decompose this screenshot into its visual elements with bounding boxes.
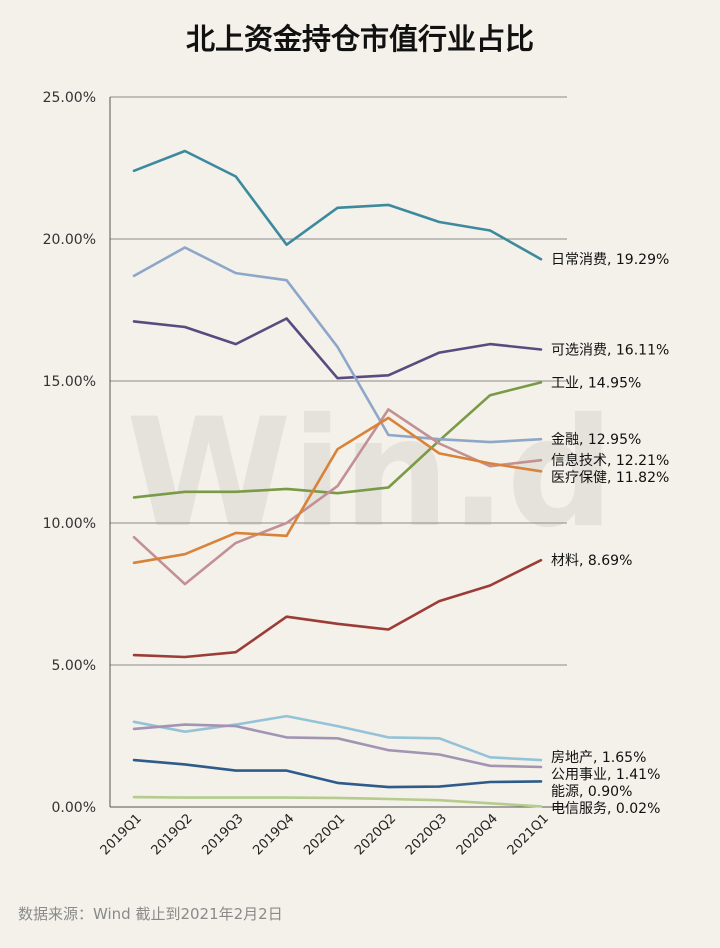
y-tick-label: 25.00% — [43, 90, 96, 106]
series-end-label: 信息技术, 12.21% — [551, 452, 669, 469]
series-end-label: 金融, 12.95% — [551, 432, 641, 448]
series-lines — [132, 149, 543, 808]
x-tick-label: 2019Q4 — [250, 811, 297, 858]
series-end-label: 医疗保健, 11.82% — [551, 470, 669, 486]
series-line — [132, 558, 543, 659]
series-end-label: 日常消费, 19.29% — [551, 252, 669, 268]
series-line — [132, 381, 543, 499]
watermark: Win.d — [126, 387, 614, 561]
series-line — [132, 723, 543, 769]
series-end-label: 材料, 8.69% — [551, 553, 632, 569]
series-line — [132, 317, 543, 380]
x-tick-label: 2019Q2 — [149, 811, 196, 858]
x-tick-label: 2020Q1 — [301, 811, 348, 858]
series-end-label: 可选消费, 16.11% — [551, 342, 669, 358]
series-end-label: 电信服务, 0.02% — [551, 801, 660, 817]
y-tick-label: 0.00% — [52, 800, 96, 816]
series-end-label: 工业, 14.95% — [551, 375, 641, 391]
series-line — [132, 758, 543, 789]
series-line — [132, 246, 543, 444]
series-line — [132, 714, 543, 762]
grid-lines — [110, 96, 567, 808]
series-end-label: 房地产, 1.65% — [551, 750, 646, 766]
y-tick-label: 10.00% — [43, 516, 96, 532]
data-source-note: 数据来源：Wind 截止到2021年2月2日 — [18, 905, 283, 923]
y-tick-label: 20.00% — [43, 232, 96, 248]
series-end-label: 公用事业, 1.41% — [551, 767, 660, 783]
x-tick-label: 2019Q3 — [199, 811, 246, 858]
series-end-label: 能源, 0.90% — [551, 784, 632, 800]
chart-title: 北上资金持仓市值行业占比 — [185, 22, 534, 56]
x-tick-label: 2020Q2 — [352, 811, 399, 858]
series-line — [132, 416, 543, 565]
x-tick-label: 2020Q3 — [403, 811, 450, 858]
series-labels: 日常消费, 19.29% 可选消费, 16.11% 工业, 14.95% 金融, 12… — [551, 252, 669, 817]
series-line — [132, 408, 543, 586]
x-tick-label: 2021Q1 — [505, 811, 552, 858]
y-tick-label: 5.00% — [52, 658, 96, 674]
y-tick-label: 15.00% — [43, 374, 96, 390]
series-line — [132, 149, 543, 261]
series-line — [132, 795, 543, 808]
x-tick-label: 2019Q1 — [98, 811, 145, 858]
x-tick-label: 2020Q4 — [454, 811, 501, 858]
